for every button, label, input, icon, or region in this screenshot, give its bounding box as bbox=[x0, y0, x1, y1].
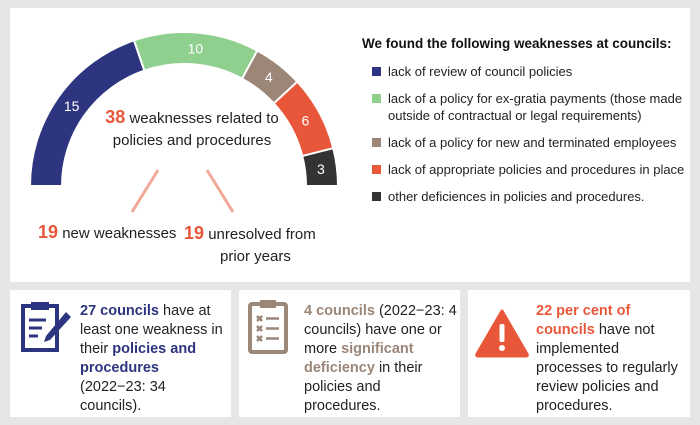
legend-item: lack of a policy for new and terminated … bbox=[362, 134, 688, 151]
segment-value-label: 10 bbox=[188, 40, 204, 56]
segment-value-label: 6 bbox=[301, 112, 309, 128]
box-highlight: 22 per cent of councils bbox=[536, 303, 631, 338]
legend-item: lack of review of council policies bbox=[362, 63, 688, 80]
checklist-icon bbox=[248, 300, 288, 354]
legend-title: We found the following weaknesses at cou… bbox=[362, 36, 672, 51]
gauge-segment bbox=[301, 146, 340, 187]
connector-line-left bbox=[130, 169, 160, 213]
box-body: (2022−23: 4 councils) have one or more bbox=[304, 303, 457, 357]
box-body: have at least one weakness in their bbox=[80, 303, 223, 357]
box-body: in their policies and procedures. bbox=[304, 360, 423, 414]
chart-panel: 15 10 4 6 3 38 weaknesses related to policie… bbox=[10, 8, 690, 282]
unresolved-weaknesses: 19 unresolved from prior years bbox=[184, 222, 344, 268]
legend-swatch bbox=[372, 192, 381, 201]
new-weaknesses: 19 new weaknesses bbox=[38, 222, 188, 243]
box-highlight: policies and procedures bbox=[80, 341, 197, 376]
segment-value-label: 15 bbox=[64, 98, 80, 114]
legend-label: lack of appropriate policies and procedu… bbox=[388, 162, 685, 177]
legend: We found the following weaknesses at cou… bbox=[362, 36, 688, 215]
box-text: 4 councils (2022−23: 4 councils) have on… bbox=[304, 302, 458, 416]
box-body: (2022−23: 34 councils). bbox=[80, 379, 166, 414]
legend-item: other deficiences in policies and proced… bbox=[362, 188, 688, 205]
new-text: new weaknesses bbox=[62, 225, 177, 242]
legend-item: lack of a policy for ex-gratia payments … bbox=[362, 90, 688, 124]
warning-icon bbox=[475, 309, 529, 358]
total-weaknesses: 38 weaknesses related to policies and pr… bbox=[84, 106, 300, 152]
info-box-no-review-process: 22 per cent of councils have not impleme… bbox=[468, 290, 690, 417]
connector-line-right bbox=[205, 169, 235, 213]
legend-label: lack of a policy for ex-gratia payments … bbox=[388, 91, 683, 123]
box-text: 22 per cent of councils have not impleme… bbox=[536, 302, 686, 416]
semi-donut-chart: 15 10 4 6 3 bbox=[28, 31, 340, 213]
legend-label: lack of a policy for new and terminated … bbox=[388, 135, 677, 150]
info-box-significant-deficiency: 4 councils (2022−23: 4 councils) have on… bbox=[239, 290, 460, 417]
segment-value-label: 3 bbox=[317, 161, 325, 177]
unresolved-text-line2: prior years bbox=[220, 248, 291, 265]
box-text: 27 councils have at least one weakness i… bbox=[80, 302, 228, 416]
box-highlight: 4 councils bbox=[304, 303, 375, 319]
legend-label: other deficiences in policies and proced… bbox=[388, 189, 645, 204]
legend-swatch bbox=[372, 94, 381, 103]
legend-swatch bbox=[372, 165, 381, 174]
box-highlight: significant deficiency bbox=[304, 341, 414, 376]
legend-label: lack of review of council policies bbox=[388, 64, 573, 79]
unresolved-value: 19 bbox=[184, 223, 205, 243]
total-value: 38 bbox=[105, 107, 126, 127]
legend-swatch bbox=[372, 67, 381, 76]
document-pen-icon bbox=[21, 302, 71, 352]
total-text: weaknesses related to policies and proce… bbox=[112, 110, 279, 149]
legend-item: lack of appropriate policies and procedu… bbox=[362, 161, 688, 178]
segment-value-label: 4 bbox=[265, 69, 273, 85]
new-value: 19 bbox=[38, 222, 59, 242]
box-highlight: 27 councils bbox=[80, 303, 159, 319]
box-body: have not implemented processes to regula… bbox=[536, 322, 678, 414]
legend-swatch bbox=[372, 138, 381, 147]
info-box-councils-with-weakness: 27 councils have at least one weakness i… bbox=[10, 290, 231, 417]
unresolved-text-line1: unresolved from bbox=[208, 226, 316, 243]
